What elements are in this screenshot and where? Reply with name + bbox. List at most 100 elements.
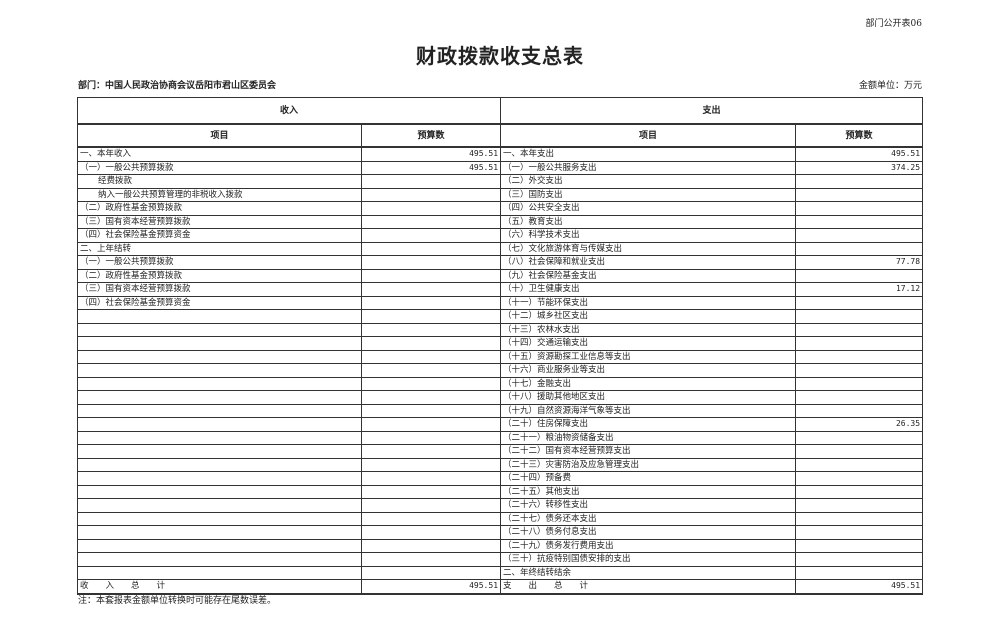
expense-item: （二十八）债务付息支出 xyxy=(500,525,797,540)
expense-amount xyxy=(795,336,924,351)
income-item: （二）政府性基金预算拨款 xyxy=(77,268,362,283)
income-item: 二、上年结转 xyxy=(77,241,362,256)
income-amount-empty xyxy=(360,471,502,486)
expense-amount: 77.78 xyxy=(795,255,924,270)
income-item: （一）一般公共预算拨款 xyxy=(77,160,362,175)
expense-amount xyxy=(795,214,924,229)
income-amount-empty xyxy=(360,525,502,540)
expense-item: （三）国防支出 xyxy=(500,187,797,202)
expense-amount xyxy=(795,322,924,337)
income-item-empty xyxy=(77,430,362,445)
expense-total-label: 支 出 总 计 xyxy=(500,579,797,595)
expense-item: （十八）援助其他地区支出 xyxy=(500,390,797,405)
income-item: （二）政府性基金预算拨款 xyxy=(77,201,362,216)
expense-item: （十）卫生健康支出 xyxy=(500,282,797,297)
table-row: 经费拨款 （二）外交支出 xyxy=(77,174,924,189)
income-item-empty xyxy=(77,363,362,378)
income-amount-empty xyxy=(360,538,502,553)
form-code: 部门公开表06 xyxy=(865,19,922,29)
expense-item: （十六）商业服务业等支出 xyxy=(500,363,797,378)
income-amount xyxy=(360,241,502,256)
total-row: 收 入 总 计 495.51 支 出 总 计 495.51 xyxy=(77,579,924,595)
expense-item: （四）公共安全支出 xyxy=(500,201,797,216)
expense-amount xyxy=(795,268,924,283)
expense-amount xyxy=(795,363,924,378)
expense-item: （六）科学技术支出 xyxy=(500,228,797,243)
income-item-empty xyxy=(77,336,362,351)
income-amount-empty xyxy=(360,349,502,364)
expense-amount: 26.35 xyxy=(795,417,924,432)
income-amount-empty xyxy=(360,565,502,580)
income-amount-empty xyxy=(360,430,502,445)
table-row: （二十）住房保障支出 26.35 xyxy=(77,417,924,432)
expense-item: （八）社会保障和就业支出 xyxy=(500,255,797,270)
income-item-empty xyxy=(77,322,362,337)
expense-header: 支出 xyxy=(500,97,924,125)
table-row: （二十八）债务付息支出 xyxy=(77,525,924,540)
table-row: 一、本年收入 495.51 一、本年支出 495.51 xyxy=(77,146,924,162)
expense-item: （一）一般公共服务支出 xyxy=(500,160,797,175)
expense-item-header: 项目 xyxy=(500,123,797,148)
budget-table: 收入 支出 项目 预算数 项目 预算数 一、本年收入 495.51 一、本年支出 49… xyxy=(76,97,924,595)
table-row: （二十七）债务还本支出 xyxy=(77,511,924,526)
expense-amount xyxy=(795,498,924,513)
income-amount xyxy=(360,228,502,243)
expense-item: （二十）住房保障支出 xyxy=(500,417,797,432)
expense-item: （十九）自然资源海洋气象等支出 xyxy=(500,403,797,418)
expense-amount xyxy=(795,228,924,243)
expense-item: （二十一）粮油物资储备支出 xyxy=(500,430,797,445)
income-amount-empty xyxy=(360,417,502,432)
expense-amount xyxy=(795,552,924,567)
income-item-empty xyxy=(77,444,362,459)
income-item-empty xyxy=(77,484,362,499)
income-amount xyxy=(360,187,502,202)
table-row: （三十）抗疫特别国债安排的支出 xyxy=(77,552,924,567)
table-row: （十九）自然资源海洋气象等支出 xyxy=(77,403,924,418)
table-row: （三）国有资本经营预算拨款 （十）卫生健康支出 17.12 xyxy=(77,282,924,297)
table-row: （三）国有资本经营预算拨款 （五）教育支出 xyxy=(77,214,924,229)
expense-item: （五）教育支出 xyxy=(500,214,797,229)
expense-item: （十二）城乡社区支出 xyxy=(500,309,797,324)
income-amount-empty xyxy=(360,511,502,526)
income-total-label: 收 入 总 计 xyxy=(77,579,362,595)
table-row: （四）社会保险基金预算资金 （六）科学技术支出 xyxy=(77,228,924,243)
table-row: （一）一般公共预算拨款 495.51 （一）一般公共服务支出 374.25 xyxy=(77,160,924,175)
table-row: （二十六）转移性支出 xyxy=(77,498,924,513)
table-row: 纳入一般公共预算管理的非税收入拨款 （三）国防支出 xyxy=(77,187,924,202)
table-row: （十四）交通运输支出 xyxy=(77,336,924,351)
expense-amount xyxy=(795,187,924,202)
income-item-empty xyxy=(77,538,362,553)
table-row: （二十三）灾害防治及应急管理支出 xyxy=(77,457,924,472)
expense-amount xyxy=(795,565,924,580)
income-amount: 495.51 xyxy=(360,160,502,175)
expense-item: （二十六）转移性支出 xyxy=(500,498,797,513)
table-row: （十七）金融支出 xyxy=(77,376,924,391)
expense-amount xyxy=(795,349,924,364)
expense-amount xyxy=(795,511,924,526)
income-item: （四）社会保险基金预算资金 xyxy=(77,228,362,243)
table-row: （二十五）其他支出 xyxy=(77,484,924,499)
income-amount-empty xyxy=(360,484,502,499)
expense-item: （二）外交支出 xyxy=(500,174,797,189)
expense-item: （二十二）国有资本经营预算支出 xyxy=(500,444,797,459)
expense-amount xyxy=(795,457,924,472)
expense-item: （二十四）预备费 xyxy=(500,471,797,486)
expense-amount xyxy=(795,538,924,553)
table-row: （十二）城乡社区支出 xyxy=(77,309,924,324)
income-item-empty xyxy=(77,565,362,580)
expense-amount xyxy=(795,241,924,256)
expense-amount xyxy=(795,309,924,324)
table-row: （二十九）债务发行费用支出 xyxy=(77,538,924,553)
expense-amount: 17.12 xyxy=(795,282,924,297)
income-amount-empty xyxy=(360,498,502,513)
income-item: （三）国有资本经营预算拨款 xyxy=(77,282,362,297)
income-amount-header: 预算数 xyxy=(360,123,502,148)
expense-amount: 495.51 xyxy=(795,146,924,162)
income-amount-empty xyxy=(360,457,502,472)
expense-item: （二十七）债务还本支出 xyxy=(500,511,797,526)
expense-amount xyxy=(795,430,924,445)
income-total-value: 495.51 xyxy=(360,579,502,595)
expense-item: （二十九）债务发行费用支出 xyxy=(500,538,797,553)
expense-amount xyxy=(795,174,924,189)
expense-item: （十三）农林水支出 xyxy=(500,322,797,337)
